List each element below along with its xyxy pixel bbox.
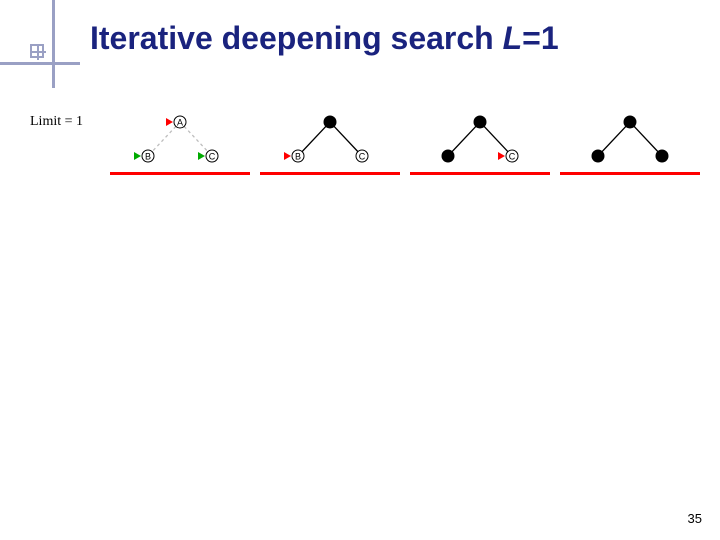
tree-node-left bbox=[442, 150, 455, 163]
node-label: B bbox=[295, 151, 301, 161]
tree-node-root: A bbox=[174, 116, 187, 129]
node-label: B bbox=[145, 151, 151, 161]
tree-node-right: C bbox=[506, 150, 519, 163]
panel-baseline bbox=[410, 172, 550, 175]
tree-node-left: B bbox=[142, 150, 155, 163]
tree-node-right: C bbox=[206, 150, 219, 163]
node-label: C bbox=[509, 151, 516, 161]
node-label: A bbox=[177, 117, 183, 127]
tree-panel: AC bbox=[410, 110, 550, 175]
tree-node-root: A bbox=[324, 116, 337, 129]
node-label: C bbox=[359, 151, 366, 161]
tree-node-root bbox=[624, 116, 637, 129]
node-label: A bbox=[477, 117, 483, 127]
tree-node-left: B bbox=[292, 150, 305, 163]
expand-arrow-icon bbox=[166, 118, 173, 126]
tree-node-right: C bbox=[356, 150, 369, 163]
expand-arrow-icon bbox=[134, 152, 141, 160]
title-main: Iterative deepening search bbox=[90, 20, 503, 56]
header-bullet-icon bbox=[30, 44, 44, 58]
panel-baseline bbox=[560, 172, 700, 175]
tree-node-right bbox=[656, 150, 669, 163]
page-number: 35 bbox=[688, 511, 702, 526]
panel-baseline bbox=[110, 172, 250, 175]
tree-panel bbox=[560, 110, 700, 175]
header-rule-v bbox=[52, 0, 55, 88]
tree-panel: A B C bbox=[110, 110, 250, 175]
limit-label: Limit = 1 bbox=[30, 114, 83, 130]
title-var: L bbox=[503, 20, 523, 56]
tree-panel: A B C bbox=[260, 110, 400, 175]
expand-arrow-icon bbox=[198, 152, 205, 160]
page-title: Iterative deepening search L=1 bbox=[90, 20, 559, 57]
title-rest: =1 bbox=[522, 20, 558, 56]
tree-node-left bbox=[592, 150, 605, 163]
expand-arrow-icon bbox=[498, 152, 505, 160]
ids-figure: Limit = 1 ABCABCAC bbox=[30, 110, 690, 190]
node-label: C bbox=[209, 151, 216, 161]
tree-node-root: A bbox=[474, 116, 487, 129]
panel-baseline bbox=[260, 172, 400, 175]
header-rule-h bbox=[0, 62, 80, 65]
expand-arrow-icon bbox=[284, 152, 291, 160]
node-label: A bbox=[327, 117, 333, 127]
